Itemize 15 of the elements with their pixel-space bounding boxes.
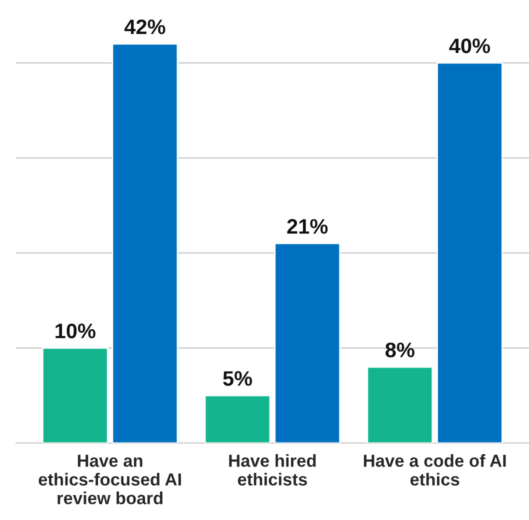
bar — [366, 366, 434, 444]
x-tick-label: Have a code of AI ethics — [364, 454, 506, 486]
data-label: 42% — [124, 19, 166, 34]
data-label: 21% — [287, 219, 328, 234]
x-tick-label: Have an ethics-focused AI review board — [38, 454, 181, 504]
x-tick-label: Have hired ethicists — [229, 454, 316, 486]
bar — [436, 62, 503, 444]
bar — [112, 43, 178, 444]
bar — [274, 242, 341, 444]
data-label: 40% — [449, 38, 490, 54]
data-label: 8% — [386, 342, 414, 358]
bar — [204, 394, 271, 444]
bar — [42, 347, 108, 444]
data-label: 10% — [56, 324, 96, 338]
data-label: 5% — [223, 371, 252, 386]
